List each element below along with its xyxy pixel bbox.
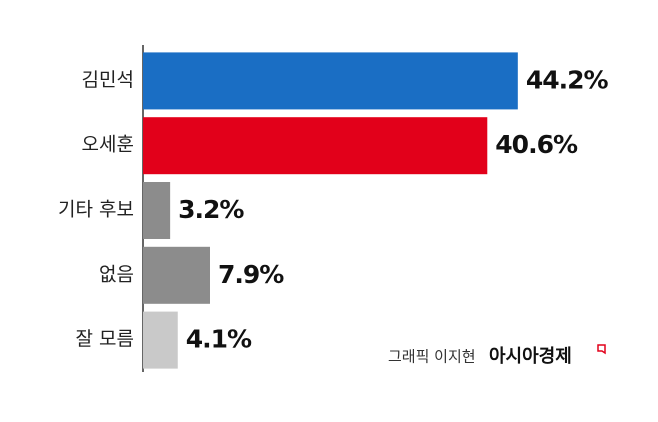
- bar: [143, 246, 210, 304]
- value-label: 44.2%: [526, 65, 609, 94]
- bar: [143, 311, 178, 369]
- bar: [143, 182, 171, 239]
- credit-publisher: 아시아경제: [489, 346, 572, 367]
- y-tick-label: 오세훈: [82, 134, 134, 156]
- y-tick-label: 기타 후보: [58, 199, 134, 221]
- bar: [143, 117, 488, 175]
- credit-author: 그래픽 이지현: [388, 348, 476, 366]
- y-tick-label: 잘 모름: [76, 328, 134, 350]
- y-tick-label: 김민석: [82, 69, 134, 91]
- y-tick-label: 없음: [99, 263, 134, 285]
- bar: [143, 52, 518, 110]
- logo-icon: [597, 344, 606, 355]
- value-label: 7.9%: [218, 260, 284, 289]
- value-label: 40.6%: [495, 130, 578, 159]
- value-label: 3.2%: [178, 195, 244, 224]
- value-label: 4.1%: [186, 325, 252, 354]
